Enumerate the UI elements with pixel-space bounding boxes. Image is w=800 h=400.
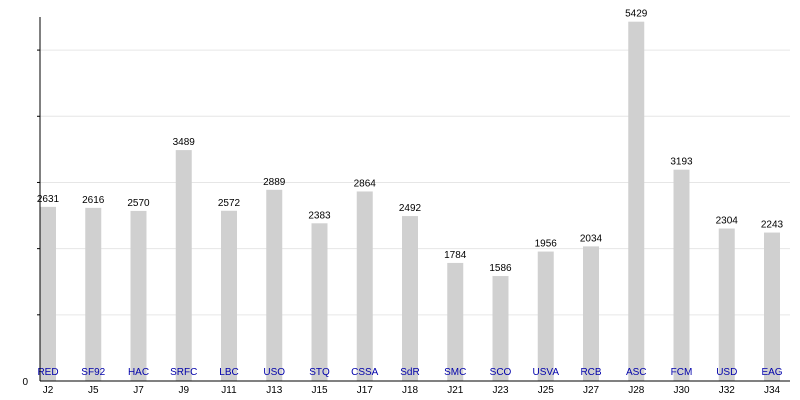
bar — [718, 228, 735, 381]
bar-team-label: FCM — [671, 367, 693, 378]
data-label: 2616 — [82, 195, 105, 206]
bars — [40, 21, 780, 381]
data-label: 2570 — [127, 198, 150, 209]
data-label: 2889 — [263, 177, 286, 188]
bar-team-label: RED — [37, 367, 58, 378]
bar — [764, 232, 780, 381]
y-tick-label: 0 — [22, 377, 28, 388]
x-tick-label: J11 — [221, 385, 237, 396]
x-tick-label: J34 — [764, 385, 781, 396]
x-tick-label: J21 — [447, 385, 464, 396]
x-tick-label: J9 — [178, 385, 189, 396]
data-label: 2243 — [761, 220, 784, 231]
data-label: 2034 — [580, 233, 603, 244]
x-tick-label: J2 — [43, 385, 54, 396]
x-tick-label: J5 — [88, 385, 99, 396]
x-tick-label: J17 — [357, 385, 374, 396]
bar — [447, 262, 464, 381]
bar — [628, 21, 645, 381]
axes — [37, 17, 790, 382]
bar-team-label: RCB — [580, 367, 601, 378]
bar-team-label: ASC — [626, 367, 647, 378]
bar-team-label: CSSA — [351, 367, 379, 378]
bar-team-label: SF92 — [81, 367, 105, 378]
x-tick-label: J7 — [133, 385, 144, 396]
x-tick-label: J27 — [583, 385, 600, 396]
bar — [85, 207, 102, 381]
data-label: 2383 — [308, 210, 331, 221]
bar — [311, 223, 328, 381]
bar — [402, 216, 418, 381]
bar-team-label: STQ — [309, 367, 330, 378]
bar-team-label: USD — [716, 367, 737, 378]
data-label: 3193 — [670, 157, 693, 168]
x-tick-label: J23 — [492, 385, 509, 396]
bar-team-label: SMC — [444, 367, 466, 378]
bar-team-label: SCO — [490, 367, 512, 378]
data-label: 2631 — [37, 194, 60, 205]
x-tick-label: J15 — [311, 385, 328, 396]
bar — [583, 246, 599, 381]
bar-team-label: LBC — [219, 367, 238, 378]
x-tick-labels: J2 J5 J7 J9 J11 J13 J15 J17 J18 J21 J23 J25 J27 J28 J3… — [43, 385, 781, 396]
data-label: 3489 — [173, 137, 196, 148]
data-label: 2492 — [399, 203, 422, 214]
bar — [266, 189, 283, 381]
bar-team-label: SRFC — [170, 367, 197, 378]
data-label: 1586 — [489, 263, 512, 274]
data-label: 2572 — [218, 198, 241, 209]
bar — [40, 206, 56, 381]
bar — [537, 251, 554, 381]
x-tick-label: J28 — [628, 385, 645, 396]
team-labels: RED SF92 HAC SRFC LBC USO STQ CSSA SdR SMC SCO USVA… — [37, 367, 782, 378]
bar-team-label: USVA — [533, 367, 560, 378]
x-tick-label: J18 — [402, 385, 419, 396]
x-tick-label: J32 — [719, 385, 736, 396]
bar — [130, 210, 147, 381]
bar-team-label: EAG — [761, 367, 782, 378]
value-labels: 2631 2616 2570 3489 2572 2889 2383 2864 2492 1784… — [37, 9, 784, 274]
data-label: 2864 — [354, 178, 377, 189]
data-label: 2304 — [716, 216, 739, 227]
bar-team-label: HAC — [128, 367, 149, 378]
bar — [673, 169, 690, 381]
x-tick-label: J13 — [266, 385, 283, 396]
gridlines — [40, 49, 790, 316]
bar-team-label: SdR — [400, 367, 419, 378]
data-label: 1784 — [444, 250, 467, 261]
bar — [492, 276, 509, 381]
bar — [175, 150, 192, 381]
data-label: 5429 — [625, 9, 648, 20]
x-tick-label: J25 — [538, 385, 555, 396]
bar — [221, 210, 237, 381]
bar — [356, 191, 373, 381]
x-tick-label: J30 — [673, 385, 690, 396]
data-label: 1956 — [535, 239, 558, 250]
bar-team-label: USO — [263, 367, 285, 378]
